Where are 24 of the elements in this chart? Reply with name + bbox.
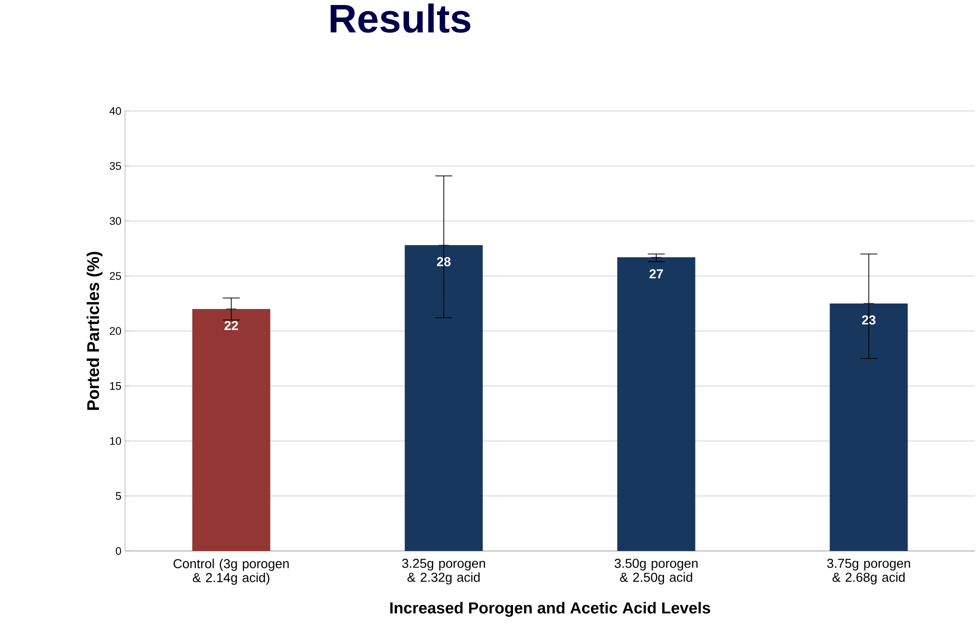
- x-tick-label: 3.25g porogen & 2.32g acid: [402, 558, 486, 584]
- y-tick-label: 25: [110, 272, 122, 280]
- data-label: 27: [650, 269, 663, 278]
- x-tick-label: 3.50g porogen & 2.50g acid: [614, 558, 698, 584]
- y-tick-label: 5: [116, 492, 122, 500]
- y-tick-label: 40: [110, 107, 122, 115]
- y-tick-label: 0: [116, 547, 122, 555]
- data-label: 22: [224, 320, 238, 330]
- bar: [830, 303, 908, 551]
- bar: [192, 308, 270, 551]
- y-tick-label: 30: [110, 217, 122, 225]
- y-tick-label: 10: [110, 437, 122, 445]
- bar: [404, 245, 483, 551]
- x-axis-title: Increased Porogen and Acetic Acid Levels: [390, 602, 710, 617]
- y-axis-title: Ported Particles (%): [86, 252, 102, 410]
- y-tick-label: 20: [110, 327, 122, 335]
- bar: [617, 257, 696, 551]
- data-label: 23: [862, 315, 876, 325]
- x-tick-label: 3.75g porogen & 2.68g acid: [827, 558, 910, 584]
- y-tick-label: 15: [110, 382, 122, 390]
- x-tick-label: Control (3g porogen & 2.14g acid): [174, 558, 289, 585]
- chart-title: Results: [330, 4, 470, 33]
- y-tick-label: 35: [110, 162, 122, 170]
- data-label: 28: [437, 257, 451, 266]
